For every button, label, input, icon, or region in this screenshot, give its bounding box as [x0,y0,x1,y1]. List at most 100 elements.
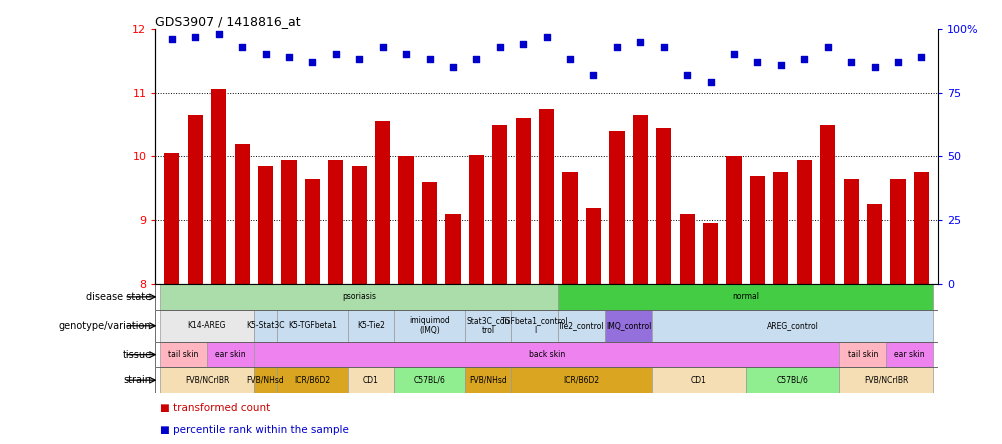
Bar [511,368,651,393]
Point [445,63,461,71]
Point [631,38,647,45]
Text: TGFbeta1_control
l: TGFbeta1_control l [501,317,568,335]
Bar [608,131,624,284]
Bar [651,309,932,342]
Point [561,56,577,63]
Text: AREG_control: AREG_control [766,321,818,330]
Bar [394,368,464,393]
Text: FVB/NHsd: FVB/NHsd [469,376,506,385]
Point [258,51,274,58]
Text: ear skin: ear skin [214,350,245,359]
Bar [558,309,604,342]
Bar [886,342,932,368]
Bar [558,284,932,309]
Text: IMQ_control: IMQ_control [605,321,650,330]
Point [608,43,624,50]
Text: C57BL/6: C57BL/6 [776,376,808,385]
Bar [422,182,437,284]
Point [187,33,203,40]
Bar [328,160,343,284]
Bar [515,118,530,284]
Point [538,33,554,40]
Text: imiquimod
(IMQ): imiquimod (IMQ) [409,317,450,335]
Text: C57BL/6: C57BL/6 [413,376,445,385]
Bar [464,309,511,342]
Text: ■ transformed count: ■ transformed count [160,403,271,413]
Bar [160,368,254,393]
Text: tissue: tissue [122,350,151,360]
Bar [839,368,932,393]
Point [304,59,320,66]
Point [351,56,367,63]
Text: ■ percentile rank within the sample: ■ percentile rank within the sample [160,425,349,435]
Point [163,36,179,43]
Point [725,51,741,58]
Bar [604,309,651,342]
Point [421,56,437,63]
Bar [820,125,835,284]
Text: FVB/NCrIBR: FVB/NCrIBR [184,376,228,385]
Text: Tie2_control: Tie2_control [558,321,604,330]
Text: GDS3907 / 1418816_at: GDS3907 / 1418816_at [155,15,301,28]
Point [773,61,789,68]
Text: K14-AREG: K14-AREG [187,321,226,330]
Point [913,53,929,60]
Bar [282,160,297,284]
Bar [913,172,928,284]
Text: tail skin: tail skin [168,350,198,359]
Text: K5-Stat3C: K5-Stat3C [246,321,285,330]
Text: tail skin: tail skin [847,350,877,359]
Point [655,43,671,50]
Point [701,79,717,86]
Bar [234,144,249,284]
Text: K5-Tie2: K5-Tie2 [357,321,385,330]
Bar [206,342,254,368]
Bar [187,115,202,284]
Bar [210,90,226,284]
Text: back skin: back skin [528,350,564,359]
Text: psoriasis: psoriasis [342,293,376,301]
Bar [277,368,347,393]
Bar [492,125,507,284]
Point [328,51,344,58]
Point [796,56,812,63]
Text: Stat3C_con
trol: Stat3C_con trol [466,317,509,335]
Text: FVB/NCrIBR: FVB/NCrIBR [864,376,908,385]
Point [678,71,694,78]
Bar [164,153,179,284]
Point [233,43,249,50]
Text: CD1: CD1 [690,376,706,385]
Text: CD1: CD1 [363,376,379,385]
Bar [352,166,367,284]
Point [210,30,226,37]
Bar [305,179,320,284]
Bar [468,155,484,284]
Bar [347,309,394,342]
Point [748,59,765,66]
Bar [538,109,554,284]
Text: disease state: disease state [86,292,151,302]
Text: genotype/variation: genotype/variation [59,321,151,331]
Bar [839,342,886,368]
Point [398,51,414,58]
Bar [843,179,858,284]
Bar [394,309,464,342]
Bar [254,342,839,368]
Bar [651,368,745,393]
Bar [160,284,558,309]
Point [515,40,531,48]
Bar [866,204,882,284]
Point [491,43,507,50]
Bar [445,214,460,284]
Text: ear skin: ear skin [894,350,924,359]
Text: strain: strain [123,375,151,385]
Bar [749,176,765,284]
Bar [562,172,577,284]
Bar [511,309,558,342]
Point [843,59,859,66]
Bar [160,342,206,368]
Bar [796,160,811,284]
Text: normal: normal [731,293,759,301]
Text: FVB/NHsd: FVB/NHsd [246,376,285,385]
Bar [585,207,600,284]
